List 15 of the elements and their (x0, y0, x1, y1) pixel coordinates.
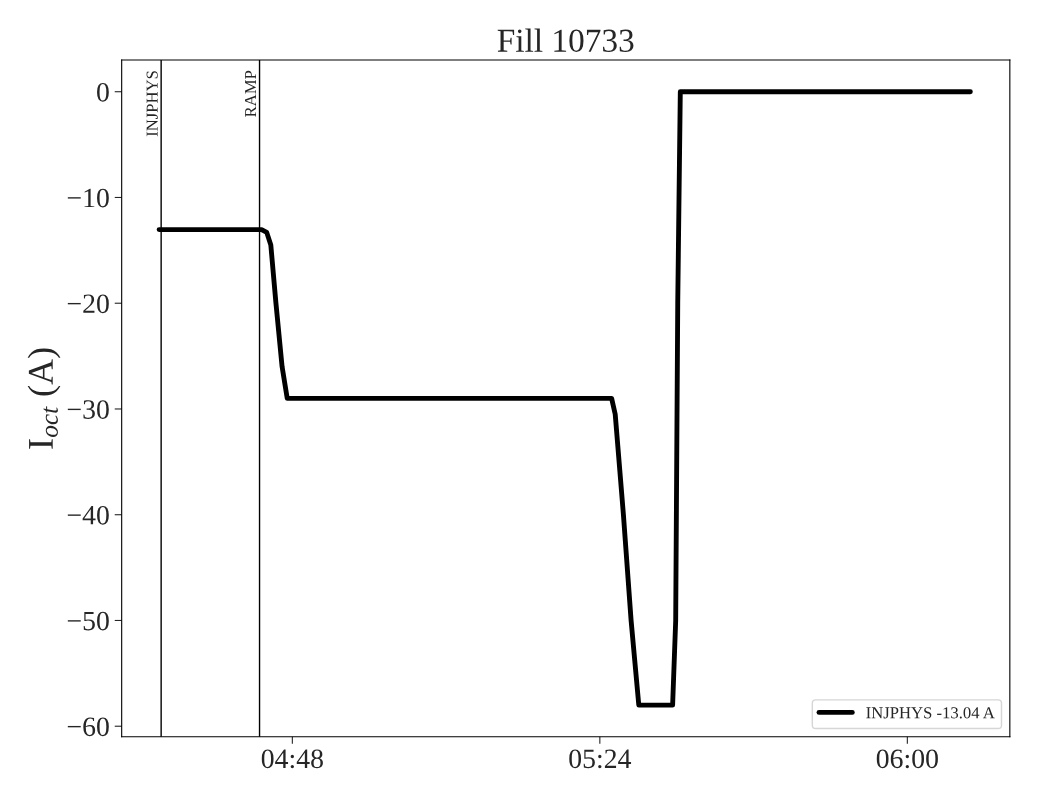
x-tick-label: 06:00 (876, 749, 938, 769)
y-tick-label: −40 (67, 505, 109, 525)
y-tick-label: −10 (67, 188, 109, 208)
y-tick-label: −50 (67, 611, 109, 631)
y-axis-title: I$_{oct}$ (A) (27, 348, 61, 449)
y-tick-label: −30 (67, 400, 109, 419)
y-tick-label: −20 (67, 294, 109, 314)
ref-line-label: RAMP (244, 70, 256, 117)
chart-title: Fill 10733 (497, 28, 634, 52)
x-tick-label: 04:48 (261, 749, 323, 769)
legend-label: INJPHYS -13.04 A (866, 707, 995, 719)
y-tick-label: 0 (97, 82, 109, 102)
ref-line-label: INJPHYS (146, 71, 158, 137)
x-tick-label: 05:24 (569, 749, 632, 769)
y-tick-label: −60 (67, 717, 109, 737)
